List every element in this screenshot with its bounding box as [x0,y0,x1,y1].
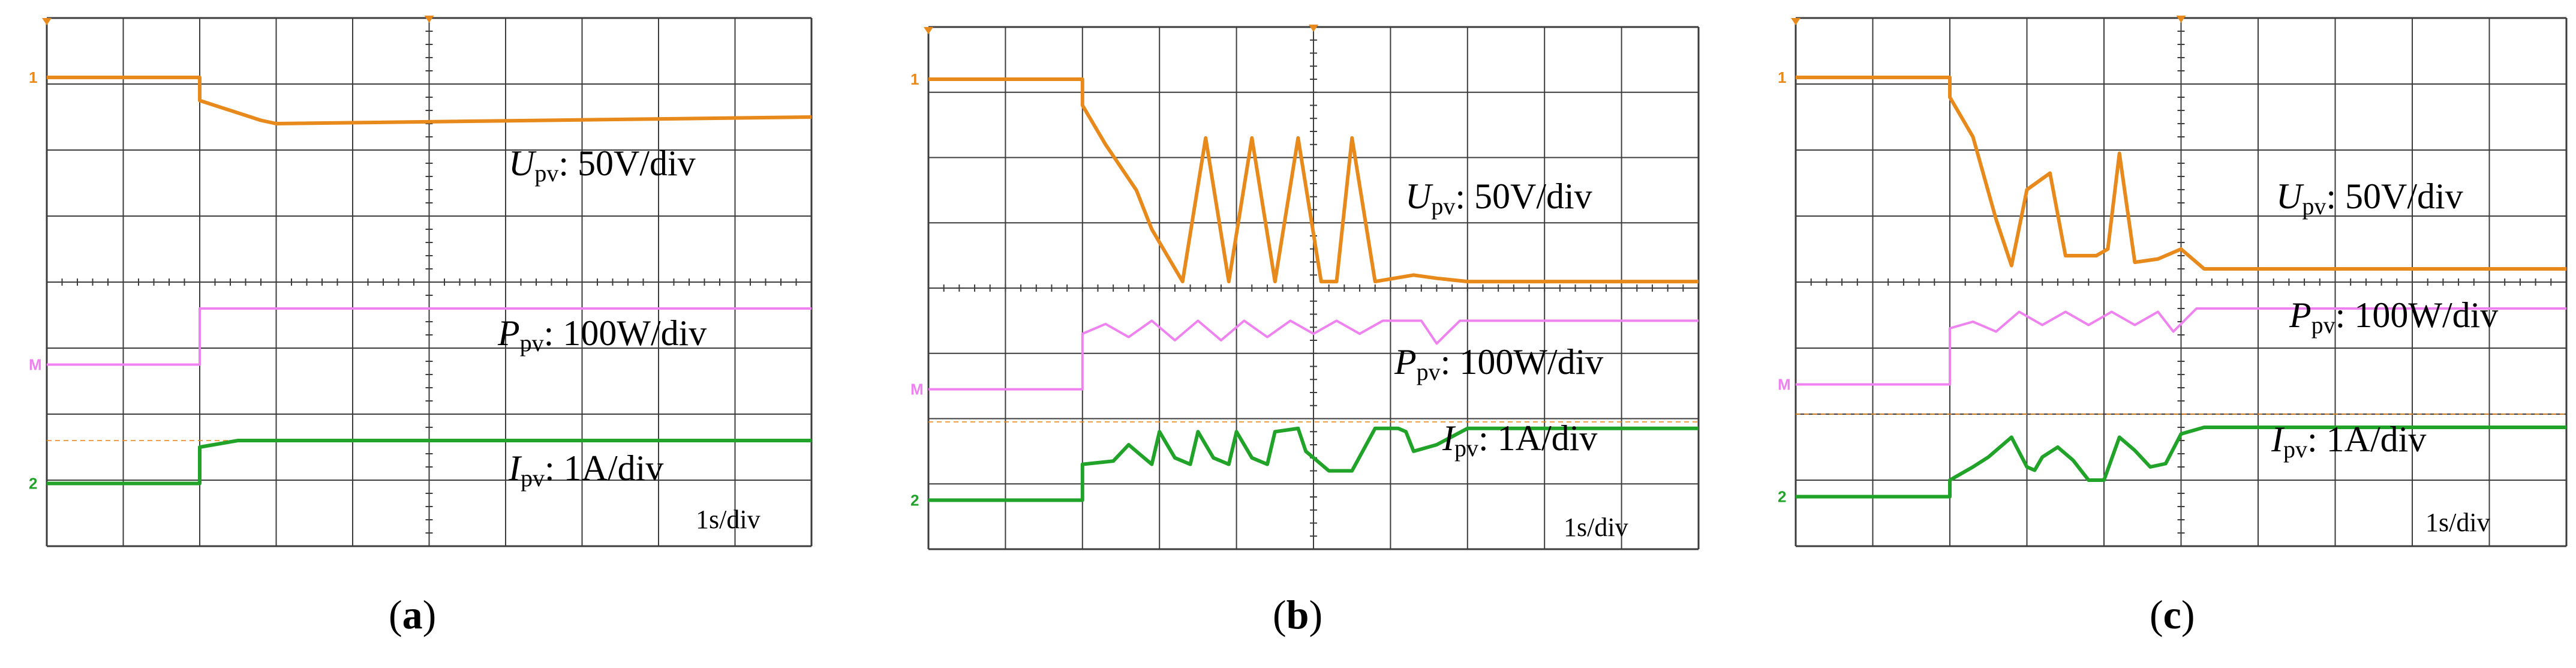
series-line-upv [1796,76,2566,271]
grid-c [1795,17,2568,547]
series-line-upv [928,77,1699,284]
series-label-ppv: Ppv: 100W/div [497,313,707,357]
trigger-marker-center [424,16,434,23]
time-scale-label-a: 1s/div [696,505,761,534]
series-label-upv: Upv: 50V/div [509,143,696,187]
series-label-sub: pv [520,329,544,357]
series-line-ppv [47,307,811,366]
channel-marker-ipv: 2 [29,475,37,493]
series-label-ppv: Ppv: 100W/div [2289,295,2498,339]
series-label-sub: pv [534,160,558,187]
series-label-main: I [508,448,522,488]
series-line-upv [47,76,812,125]
series-label-ipv: Ipv: 1A/div [2271,420,2426,463]
caption-c-open: ( [2150,592,2163,637]
channel-marker-upv: 1 [29,68,37,86]
trigger-marker-center [2176,16,2186,23]
time-scale-label-c: 1s/div [2425,508,2490,537]
series-line-ppv [1796,307,2566,386]
caption-c: (c) [2150,591,2195,639]
caption-c-letter: c [2163,592,2181,637]
series-label-main: U [2276,176,2304,216]
trigger-marker-left [1791,18,1801,25]
series-label-main: P [497,313,520,353]
series-label-ipv: Ipv: 1A/div [508,448,663,492]
series-label-scale: : 50V/div [1455,176,1592,216]
channel-marker-ppv: M [910,381,924,399]
series-label-ipv: Ipv: 1A/div [1442,418,1597,462]
series-label-scale: : 100W/div [544,313,707,353]
series-label-main: I [2271,420,2285,459]
series-label-scale: : 1A/div [2307,420,2426,459]
series-line-ipv [1796,426,2566,499]
series-label-main: P [2289,295,2312,335]
panel-b: 1 Upv: 50V/div M Ppv: 100W/div 2 Ipv: 1A/div 1… [859,0,1718,668]
series-label-sub: pv [1431,193,1455,220]
series-label-sub: pv [2302,193,2326,220]
caption-a-close: ) [422,592,437,637]
series-label-upv: Upv: 50V/div [2276,176,2463,220]
channel-marker-ppv: M [1778,376,1791,394]
series-label-scale: : 100W/div [1441,342,1604,382]
series-label-scale: : 50V/div [2326,176,2463,216]
series-label-sub: pv [1454,435,1478,462]
series-label-ppv: Ppv: 100W/div [1394,342,1603,385]
panel-a: 1 Upv: 50V/div M Ppv: 100W/div 2 Ipv: 1A/div 1… [0,0,859,668]
series-line-ipv [928,426,1699,502]
channel-marker-ipv: 2 [910,491,919,509]
caption-b-close: ) [1309,592,1323,637]
series-label-sub: pv [2312,311,2335,339]
series-label-main: I [1442,418,1456,458]
series-label-scale: : 1A/div [545,448,663,488]
series-label-scale: : 50V/div [558,143,695,183]
trigger-marker-center [1309,25,1318,32]
caption-c-close: ) [2181,592,2195,637]
series-label-upv: Upv: 50V/div [1405,176,1592,220]
channel-marker-upv: 1 [1778,68,1786,86]
panel-c: 1 Upv: 50V/div M Ppv: 100W/div 2 Ipv: 1A/div 1… [1718,0,2576,668]
caption-a: (a) [389,591,436,639]
channel-marker-ipv: 2 [1778,488,1786,506]
series-label-main: U [1405,176,1433,216]
caption-b: (b) [1273,591,1322,639]
series-label-scale: : 100W/div [2335,295,2499,335]
grid-a [46,17,813,547]
series-label-main: U [509,143,537,183]
series-label-main: P [1394,342,1417,382]
series-label-sub: pv [521,465,545,492]
channel-marker-upv: 1 [910,70,919,88]
trigger-marker-left [924,27,933,34]
series-label-scale: : 1A/div [1478,418,1597,458]
caption-b-letter: b [1286,592,1309,637]
grid-b [927,26,1700,550]
time-scale-label-b: 1s/div [1564,513,1628,542]
caption-a-open: ( [389,592,402,637]
series-line-ppv [928,319,1699,391]
caption-b-open: ( [1273,592,1287,637]
channel-marker-ppv: M [29,356,42,374]
series-line-ipv [47,439,811,486]
series-label-sub: pv [1417,358,1441,385]
trigger-marker-left [42,18,52,25]
series-label-sub: pv [2283,436,2307,463]
caption-a-letter: a [402,592,423,637]
